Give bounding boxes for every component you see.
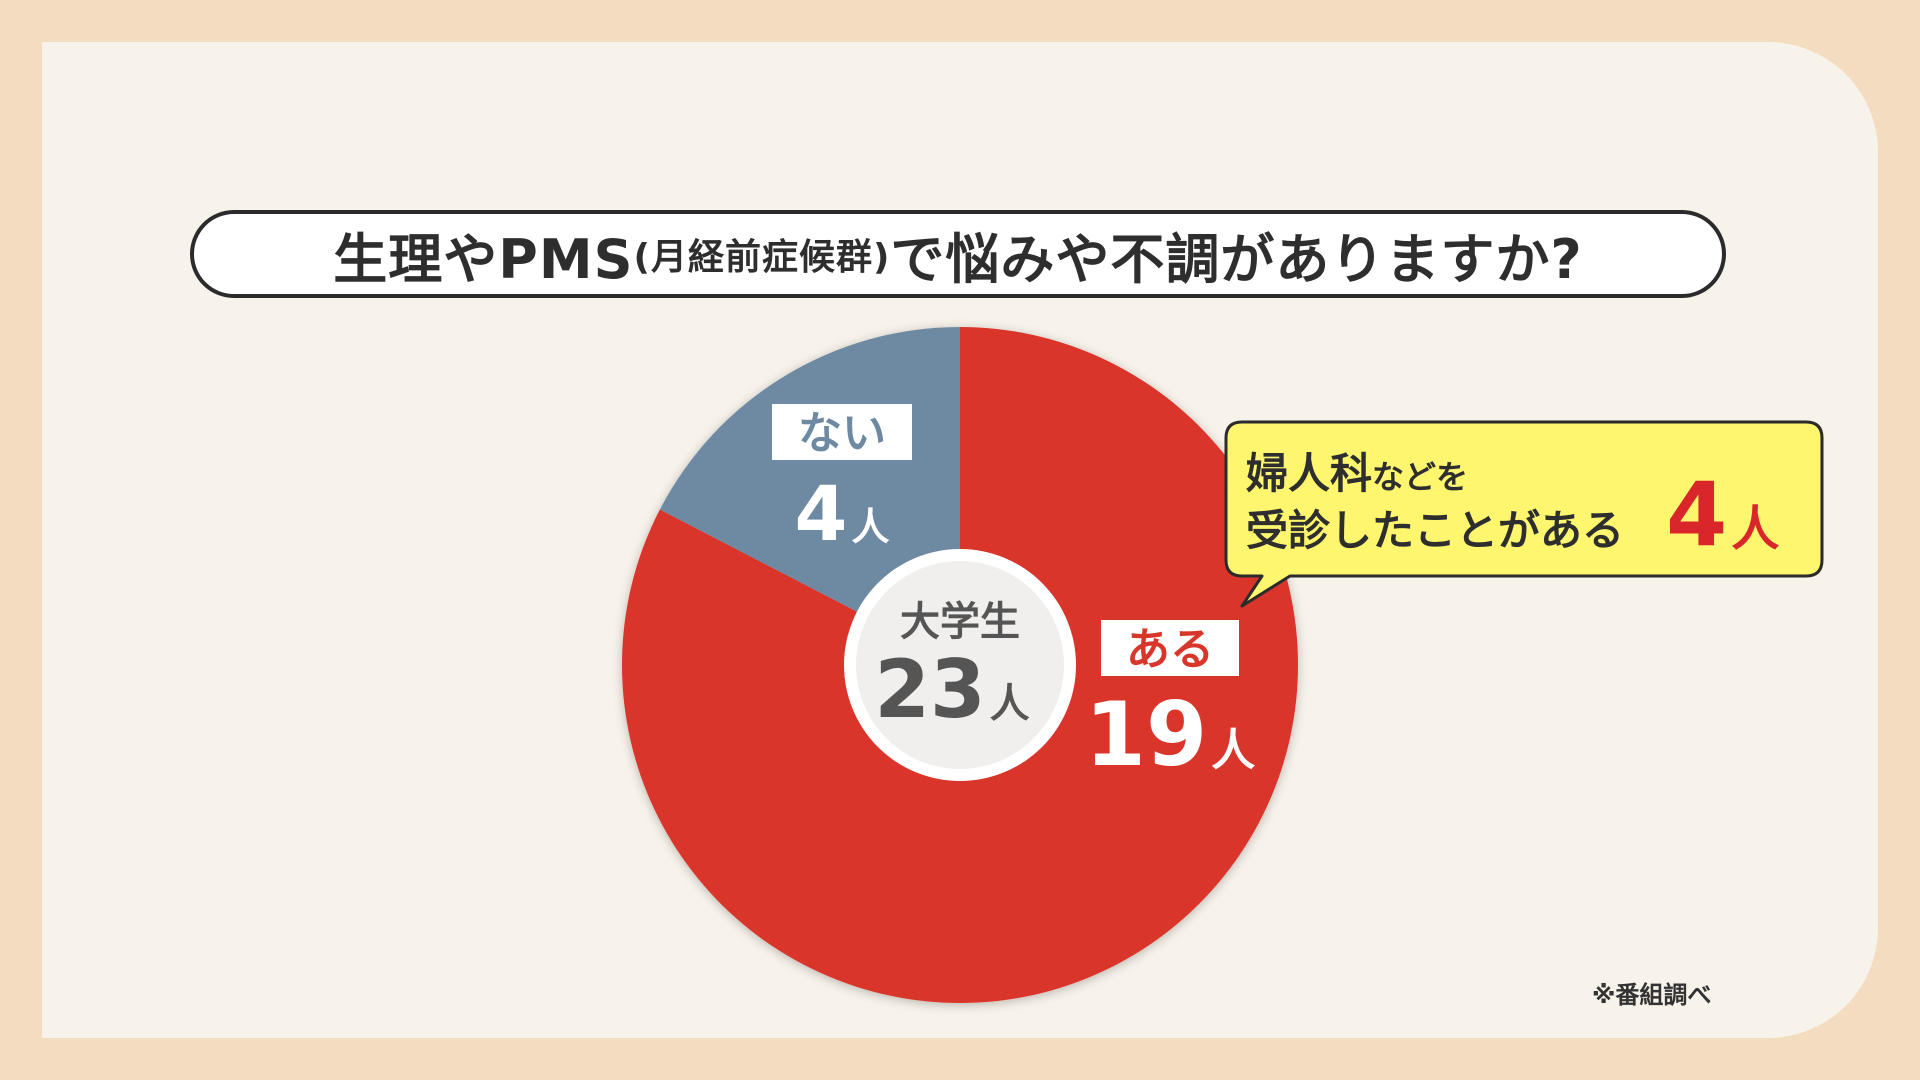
slice-value-yes: 19人 — [1085, 683, 1255, 786]
title-main: 生理やPMS — [333, 227, 634, 291]
title-rest: で悩みや不調がありますか? — [890, 227, 1583, 291]
slice-label-box-no — [772, 404, 912, 460]
callout-value: 4人 — [1666, 463, 1779, 566]
callout-line1: 婦人科などを — [1246, 449, 1468, 498]
center-label: 大学生 — [900, 599, 1020, 645]
callout-shape — [1224, 420, 1824, 608]
footnote: ※番組調べ — [1592, 981, 1712, 1009]
slice-label-yes: ある — [1126, 624, 1214, 675]
center-disc — [856, 561, 1064, 769]
slice-label-no: ない — [798, 408, 886, 459]
slice-label-box-yes — [1101, 620, 1239, 676]
center-total: 23 人 — [874, 643, 1029, 736]
callout-line2: 受診したことがある — [1246, 506, 1624, 555]
question-title: 生理やPMS (月経前症候群) で悩みや不調がありますか? — [190, 210, 1726, 298]
title-sub: (月経前症候群) — [633, 237, 891, 278]
